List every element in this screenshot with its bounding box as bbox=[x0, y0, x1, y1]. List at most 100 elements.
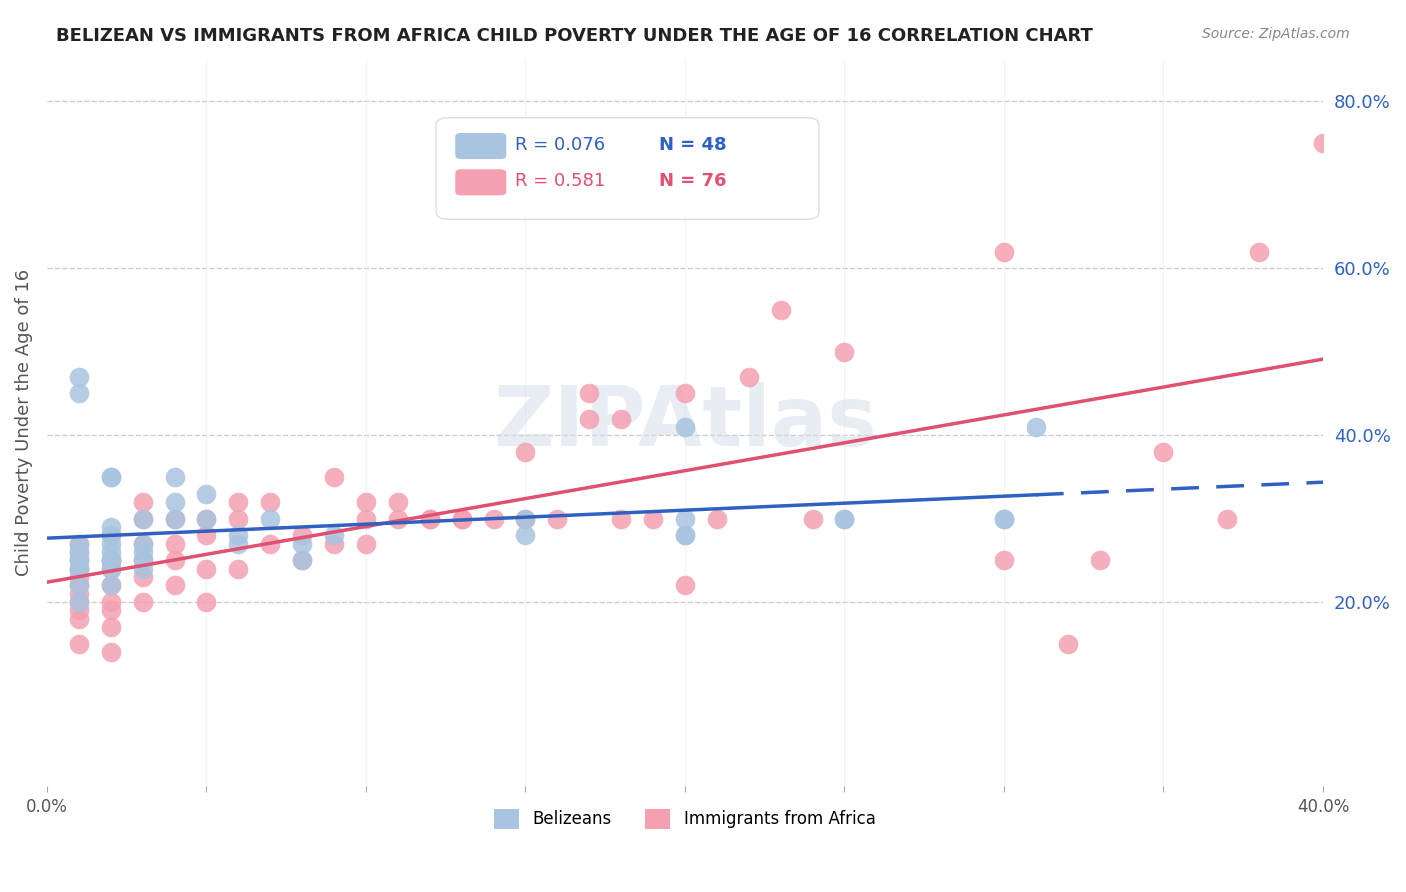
Point bbox=[131, 562, 153, 576]
Point bbox=[993, 511, 1015, 525]
Point bbox=[387, 495, 409, 509]
Point bbox=[419, 511, 441, 525]
Text: R = 0.581: R = 0.581 bbox=[515, 172, 606, 190]
Point bbox=[1312, 136, 1334, 150]
Point bbox=[195, 562, 218, 576]
Point bbox=[131, 511, 153, 525]
Point bbox=[291, 553, 314, 567]
Point bbox=[673, 386, 696, 401]
Point bbox=[100, 645, 122, 659]
Point bbox=[226, 511, 249, 525]
Point bbox=[1056, 637, 1078, 651]
Point bbox=[100, 537, 122, 551]
Point bbox=[131, 537, 153, 551]
Point bbox=[67, 537, 90, 551]
Point bbox=[706, 511, 728, 525]
Point bbox=[291, 553, 314, 567]
Point bbox=[163, 511, 186, 525]
Point bbox=[163, 470, 186, 484]
Text: Source: ZipAtlas.com: Source: ZipAtlas.com bbox=[1202, 27, 1350, 41]
Point bbox=[195, 486, 218, 500]
Point bbox=[673, 528, 696, 542]
Point bbox=[291, 528, 314, 542]
Point bbox=[131, 553, 153, 567]
Point bbox=[259, 495, 281, 509]
Point bbox=[67, 595, 90, 609]
Point bbox=[226, 537, 249, 551]
Point bbox=[67, 386, 90, 401]
Point bbox=[67, 545, 90, 559]
Text: BELIZEAN VS IMMIGRANTS FROM AFRICA CHILD POVERTY UNDER THE AGE OF 16 CORRELATION: BELIZEAN VS IMMIGRANTS FROM AFRICA CHILD… bbox=[56, 27, 1092, 45]
Point bbox=[67, 553, 90, 567]
Point bbox=[515, 511, 537, 525]
Point bbox=[354, 511, 377, 525]
Point bbox=[673, 528, 696, 542]
Point bbox=[226, 495, 249, 509]
Point bbox=[67, 570, 90, 584]
Point bbox=[738, 369, 761, 384]
Point bbox=[67, 637, 90, 651]
Point bbox=[1153, 445, 1175, 459]
Point bbox=[641, 511, 664, 525]
Point bbox=[67, 603, 90, 617]
FancyBboxPatch shape bbox=[456, 169, 506, 195]
Point bbox=[1025, 420, 1047, 434]
Point bbox=[354, 537, 377, 551]
Point bbox=[673, 578, 696, 592]
Point bbox=[100, 595, 122, 609]
Point bbox=[131, 545, 153, 559]
Point bbox=[259, 537, 281, 551]
Point bbox=[450, 511, 472, 525]
Point bbox=[450, 511, 472, 525]
Point bbox=[67, 562, 90, 576]
Point bbox=[100, 562, 122, 576]
Point bbox=[354, 495, 377, 509]
Point bbox=[131, 553, 153, 567]
Point bbox=[195, 528, 218, 542]
Text: N = 76: N = 76 bbox=[659, 172, 727, 190]
Point bbox=[673, 420, 696, 434]
Point bbox=[100, 578, 122, 592]
Point bbox=[100, 470, 122, 484]
Point bbox=[1249, 244, 1271, 259]
Point bbox=[1088, 553, 1111, 567]
Point bbox=[673, 511, 696, 525]
FancyBboxPatch shape bbox=[436, 118, 818, 219]
Point bbox=[100, 553, 122, 567]
Point bbox=[546, 511, 568, 525]
Point bbox=[226, 562, 249, 576]
Point bbox=[131, 511, 153, 525]
Point bbox=[834, 511, 856, 525]
Point bbox=[131, 570, 153, 584]
Point bbox=[515, 445, 537, 459]
Point bbox=[259, 511, 281, 525]
Point bbox=[100, 562, 122, 576]
Point bbox=[67, 537, 90, 551]
Point bbox=[131, 595, 153, 609]
Legend: Belizeans, Immigrants from Africa: Belizeans, Immigrants from Africa bbox=[488, 802, 882, 836]
Point bbox=[610, 511, 633, 525]
Point bbox=[67, 595, 90, 609]
Point bbox=[100, 553, 122, 567]
Text: ZIPAtlas: ZIPAtlas bbox=[494, 382, 877, 463]
Point bbox=[163, 578, 186, 592]
Point bbox=[100, 553, 122, 567]
Point bbox=[515, 511, 537, 525]
Y-axis label: Child Poverty Under the Age of 16: Child Poverty Under the Age of 16 bbox=[15, 269, 32, 576]
Point bbox=[834, 511, 856, 525]
Text: R = 0.076: R = 0.076 bbox=[515, 136, 606, 153]
Point bbox=[769, 303, 792, 318]
Point bbox=[993, 244, 1015, 259]
Point bbox=[323, 528, 346, 542]
Point bbox=[323, 470, 346, 484]
Point bbox=[801, 511, 824, 525]
Text: N = 48: N = 48 bbox=[659, 136, 727, 153]
Point bbox=[163, 495, 186, 509]
Point bbox=[226, 528, 249, 542]
Point bbox=[163, 553, 186, 567]
Point bbox=[67, 578, 90, 592]
Point bbox=[67, 578, 90, 592]
Point bbox=[100, 520, 122, 534]
Point bbox=[195, 595, 218, 609]
Point bbox=[67, 369, 90, 384]
